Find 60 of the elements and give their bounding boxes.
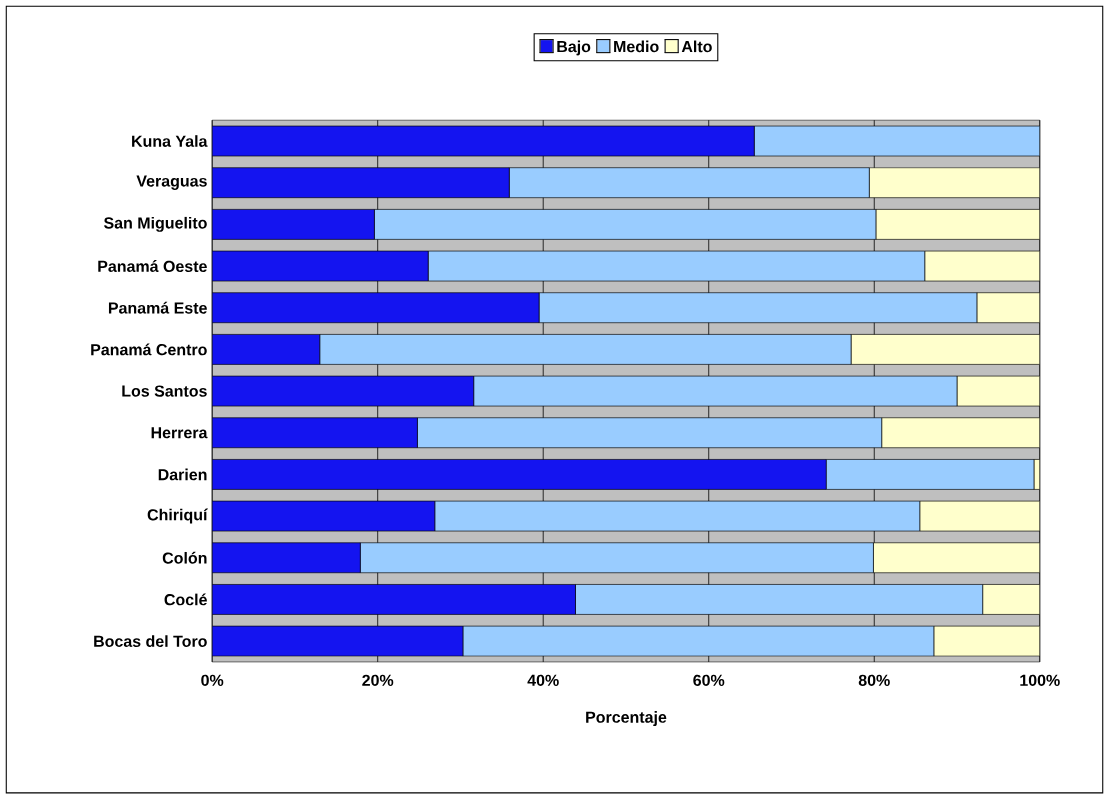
bar xyxy=(875,208,1040,240)
bar xyxy=(575,584,984,615)
bar xyxy=(212,334,321,365)
bar xyxy=(212,584,576,615)
y-tick-label: Panamá Centro xyxy=(91,343,207,356)
bar xyxy=(427,250,926,282)
x-tick-label: 0% xyxy=(201,674,224,686)
bar xyxy=(374,208,877,240)
bar xyxy=(319,334,852,365)
bar xyxy=(212,459,827,490)
x-tick-label: 20% xyxy=(362,674,394,686)
legend-label: Bajo xyxy=(557,40,591,56)
bar xyxy=(982,584,1040,615)
legend-label: Alto xyxy=(681,40,712,53)
bar xyxy=(212,125,755,157)
x-tick-label: 80% xyxy=(858,674,890,686)
bar xyxy=(850,334,1040,365)
bar xyxy=(212,500,436,532)
y-tick-label: Herrera xyxy=(151,427,208,439)
x-axis-title: Porcentaje xyxy=(586,711,667,726)
bar xyxy=(212,625,464,657)
bar xyxy=(956,375,1040,407)
x-tick-label: 100% xyxy=(1020,674,1060,686)
bar xyxy=(924,250,1040,282)
bar xyxy=(359,542,874,574)
bar xyxy=(933,625,1040,657)
x-tick-label: 40% xyxy=(527,674,559,686)
bar xyxy=(976,292,1040,323)
bar xyxy=(868,167,1040,198)
bar xyxy=(212,375,475,407)
x-tick-label: 60% xyxy=(693,674,725,686)
y-tick-label: Panamá Oeste xyxy=(98,260,207,272)
bar xyxy=(212,292,540,323)
legend-label: Medio xyxy=(614,40,659,53)
bar xyxy=(881,417,1040,449)
bar xyxy=(873,542,1040,574)
y-tick-label: Los Santos xyxy=(122,385,207,397)
y-tick-label: Coclé xyxy=(164,593,207,606)
bar xyxy=(434,500,921,532)
bar xyxy=(417,417,883,449)
bar xyxy=(753,125,1040,157)
bar xyxy=(825,459,1035,490)
y-tick-label: Kuna Yala xyxy=(132,135,208,147)
y-tick-label: San Miguelito xyxy=(103,216,207,232)
bar xyxy=(462,625,935,657)
bar xyxy=(473,375,958,407)
y-tick-label: Chiriquí xyxy=(147,508,208,524)
y-tick-label: Colón xyxy=(162,551,207,564)
y-tick-label: Veraguas xyxy=(136,175,207,190)
y-tick-label: Bocas del Toro xyxy=(94,635,207,647)
bar xyxy=(212,250,429,282)
y-tick-label: Darien xyxy=(158,468,207,481)
bar xyxy=(212,208,375,240)
bar xyxy=(212,542,361,574)
bar xyxy=(538,292,978,323)
bar xyxy=(212,417,418,449)
bar xyxy=(212,167,510,198)
bar xyxy=(919,500,1040,532)
y-tick-label: Panamá Este xyxy=(108,301,207,314)
bar xyxy=(508,167,870,198)
